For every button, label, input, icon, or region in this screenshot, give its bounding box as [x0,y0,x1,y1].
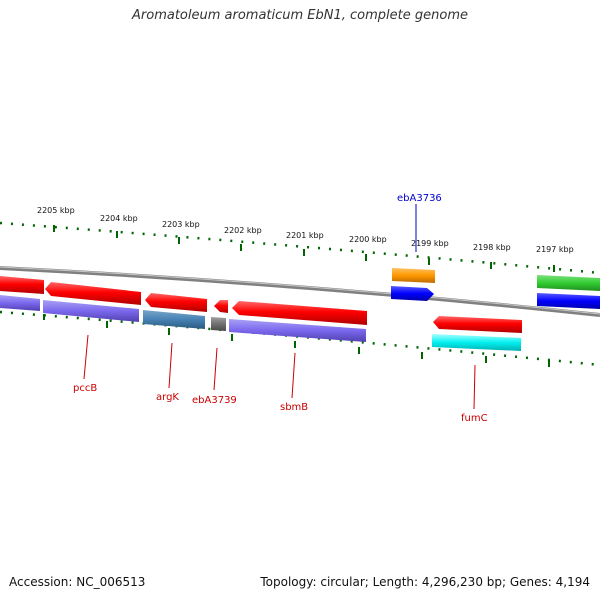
feature-blue-arrow [391,286,434,301]
product-features[interactable] [0,295,521,351]
feature-green [537,275,600,291]
feature-orange [392,268,435,283]
cds-arrow-pccB [45,282,141,305]
cds-arrow-argK [145,293,207,312]
upper-features[interactable] [391,268,600,309]
product-block [0,295,40,311]
product-block-ebA3739 [211,317,226,331]
product-block [43,300,139,322]
gene-label-sbmB[interactable]: sbmB [280,402,308,413]
inner-tick-arc [0,310,600,367]
accession-text: Accession: NC_006513 [9,575,146,589]
gene-label-ebA3739[interactable]: ebA3739 [192,395,237,406]
tick-label: 2205 kbp [37,206,75,215]
map-title: Aromatoleum aromaticum EbN1, complete ge… [132,8,468,23]
cds-arrow-fumC [433,316,522,333]
outer-tick-arc [0,221,600,275]
major-ticks-inner [43,314,550,367]
tick-label: 2202 kbp [224,226,262,235]
tick-label: 2201 kbp [286,231,324,240]
product-block-argK [143,310,205,329]
cds-arrow-ebA3739 [214,300,228,313]
cds-arrow [0,276,44,294]
genome-backbone [0,266,600,317]
major-ticks-outer [53,225,555,272]
product-block-fumC [432,334,521,351]
product-block-sbmB [229,319,366,342]
tick-label: 2204 kbp [100,214,138,223]
label-leaders [83,204,476,410]
feature-blue [537,293,600,309]
cds-arrow-sbmB [232,301,367,325]
tick-label: 2203 kbp [162,220,200,229]
gene-label-fumC[interactable]: fumC [461,413,488,424]
cds-features[interactable] [0,276,522,333]
gene-label-ebA3736[interactable]: ebA3736 [397,193,442,204]
topology-text: Topology: circular; Length: 4,296,230 bp… [260,575,590,589]
tick-label: 2197 kbp [536,245,574,254]
tick-label: 2200 kbp [349,235,387,244]
tick-label: 2198 kbp [473,243,511,252]
tick-label: 2199 kbp [411,239,449,248]
gene-label-pccB[interactable]: pccB [73,383,97,394]
gene-label-argK[interactable]: argK [156,392,179,403]
